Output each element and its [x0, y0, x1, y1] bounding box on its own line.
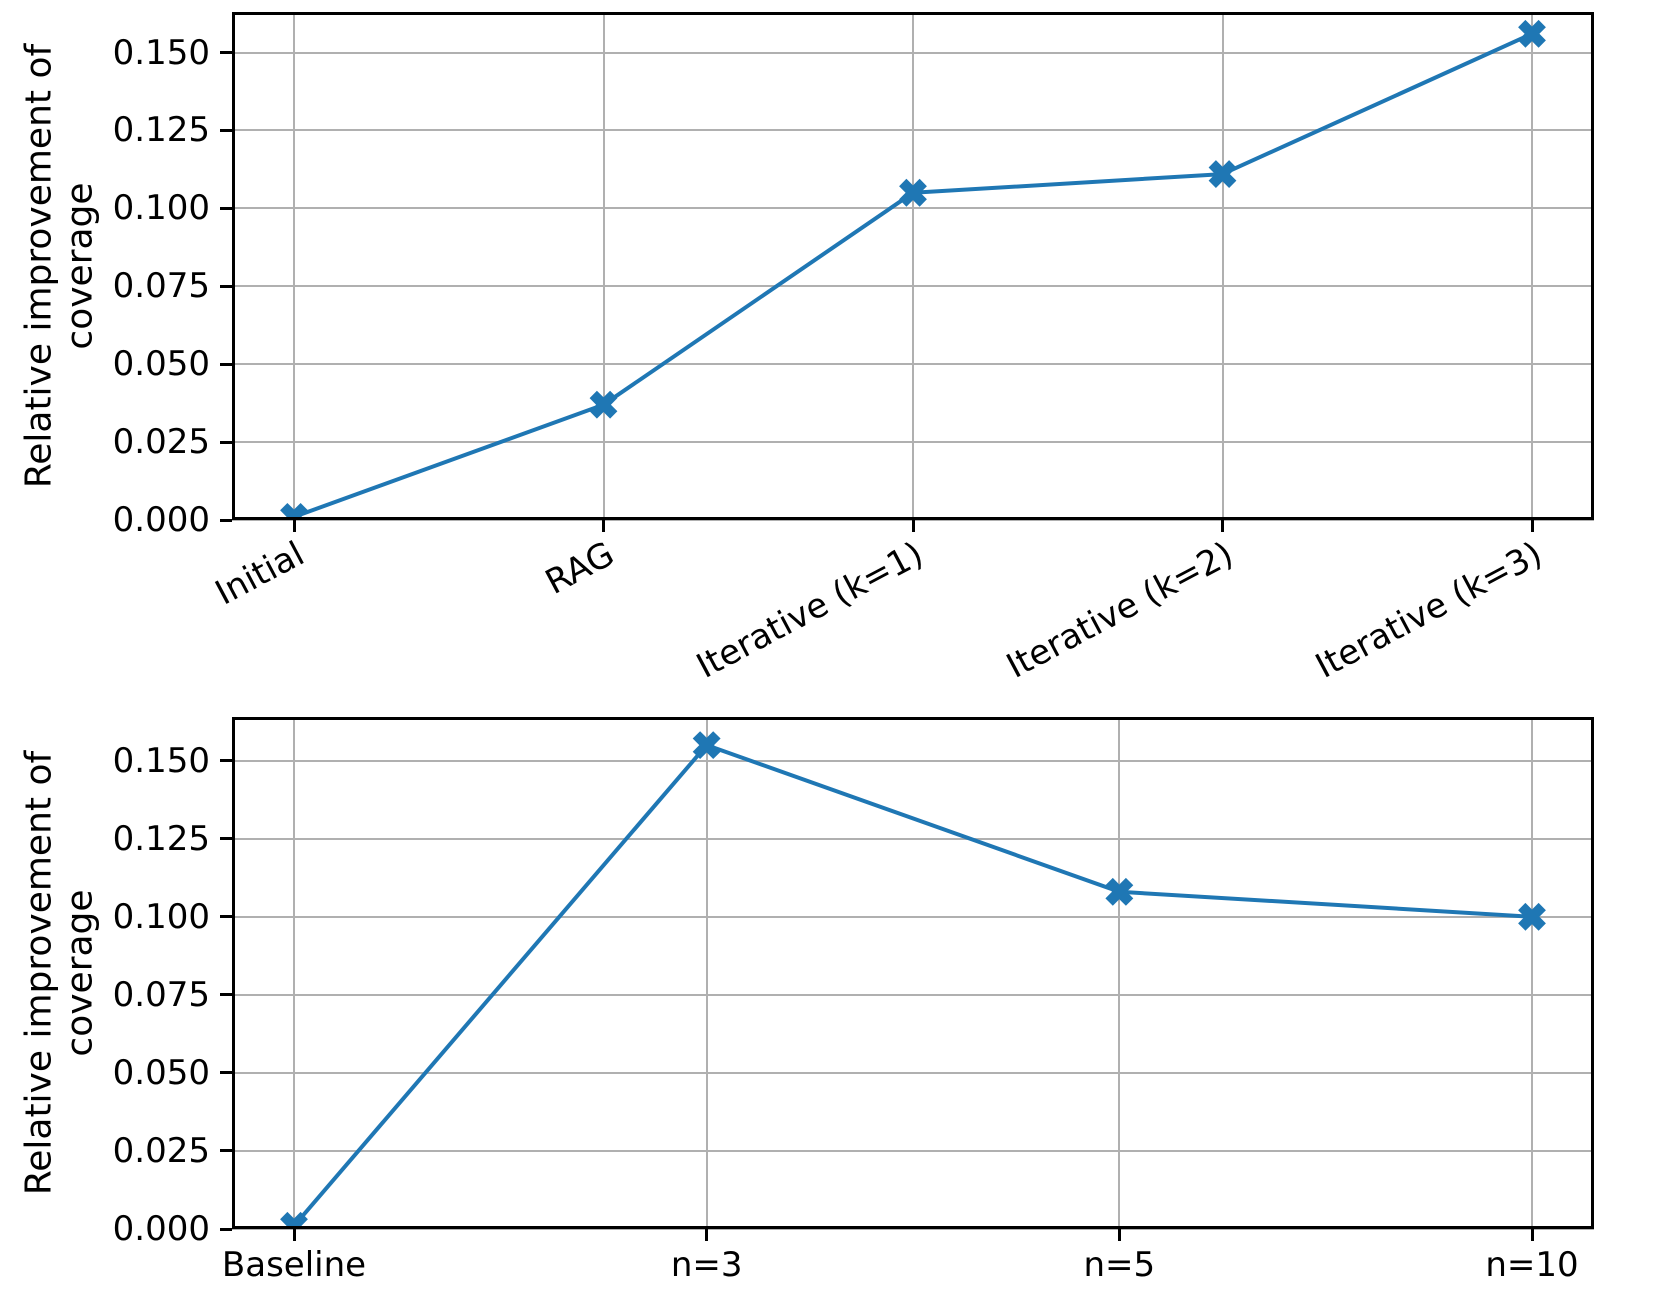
y-gridline: [232, 915, 1594, 918]
y-axis-label: Relative improvement of coverage: [18, 750, 101, 1196]
y-tick: [220, 837, 232, 841]
y-gridline: [232, 363, 1594, 366]
y-tick-label: 0.125: [112, 110, 210, 151]
x-gridline: [1531, 717, 1533, 1229]
data-point-marker: [692, 731, 721, 759]
y-gridline: [232, 837, 1594, 840]
y-tick: [220, 362, 232, 366]
y-tick: [220, 915, 232, 919]
data-point-marker: [899, 178, 927, 207]
y-gridline: [232, 1071, 1594, 1074]
x-gridline: [705, 717, 708, 1229]
y-tick: [220, 759, 232, 763]
y-tick-label: 0.100: [112, 188, 210, 229]
y-tick-label: 0.050: [112, 1052, 210, 1093]
y-gridline: [232, 51, 1594, 54]
y-tick-label: 0.150: [112, 740, 210, 781]
y-gridline: [232, 1149, 1594, 1152]
y-gridline: [232, 759, 1594, 762]
y-tick-label: 0.125: [112, 818, 210, 859]
x-gridline: [602, 12, 605, 520]
plot-canvas: [280, 19, 1546, 520]
y-tick-label: 0.075: [112, 974, 210, 1015]
y-tick: [220, 993, 232, 997]
y-tick: [220, 1227, 232, 1231]
data-point-marker: [280, 503, 308, 520]
y-tick: [220, 1071, 232, 1075]
x-tick: [292, 520, 296, 532]
y-gridline: [232, 285, 1594, 288]
y-tick: [220, 128, 232, 132]
x-gridline: [293, 12, 295, 520]
y-gridline: [232, 1228, 1594, 1230]
y-tick-label: 0.000: [112, 500, 210, 540]
x-gridline: [1221, 12, 1224, 520]
y-gridline: [232, 993, 1594, 996]
y-tick-label: 0.000: [112, 1209, 210, 1249]
y-gridline: [232, 441, 1594, 444]
x-gridline: [912, 12, 914, 520]
x-tick: [1530, 520, 1534, 532]
data-point-marker: [1518, 902, 1546, 931]
x-tick-label: n=3: [670, 1245, 743, 1285]
y-tick: [220, 206, 232, 210]
y-tick: [220, 1149, 232, 1153]
plot-canvas: [280, 731, 1546, 1229]
y-axis-label: Relative improvement of coverage: [18, 43, 101, 489]
x-tick: [1221, 520, 1224, 532]
x-tick: [1530, 1229, 1534, 1241]
x-tick: [1117, 1229, 1121, 1241]
x-tick: [292, 1229, 296, 1241]
y-tick-label: 0.025: [112, 1130, 210, 1171]
y-tick-label: 0.075: [112, 266, 210, 307]
x-tick: [705, 1229, 709, 1241]
data-line: [292, 743, 1533, 1228]
data-point-marker: [1105, 877, 1134, 906]
x-tick: [911, 520, 915, 532]
y-tick: [220, 51, 232, 54]
y-gridline: [232, 129, 1594, 132]
y-tick: [220, 284, 232, 288]
x-gridline: [293, 717, 295, 1229]
y-tick-label: 0.100: [112, 896, 210, 937]
x-gridline: [1531, 12, 1533, 520]
data-point-marker: [1208, 160, 1237, 188]
y-gridline: [232, 207, 1594, 210]
x-tick-label: Baseline: [221, 1245, 367, 1285]
y-tick: [220, 518, 232, 522]
y-tick: [220, 440, 232, 444]
x-tick-label: n=5: [1083, 1245, 1156, 1285]
y-tick-label: 0.150: [112, 32, 210, 73]
x-gridline: [1118, 717, 1121, 1229]
x-tick: [602, 520, 605, 532]
y-tick-label: 0.025: [112, 422, 210, 463]
data-point-marker: [1518, 19, 1546, 48]
data-point-marker: [589, 390, 618, 419]
x-tick-label: n=10: [1485, 1245, 1579, 1285]
y-tick-label: 0.050: [112, 344, 210, 385]
data-line: [293, 31, 1533, 519]
data-point-marker: [280, 1211, 308, 1229]
